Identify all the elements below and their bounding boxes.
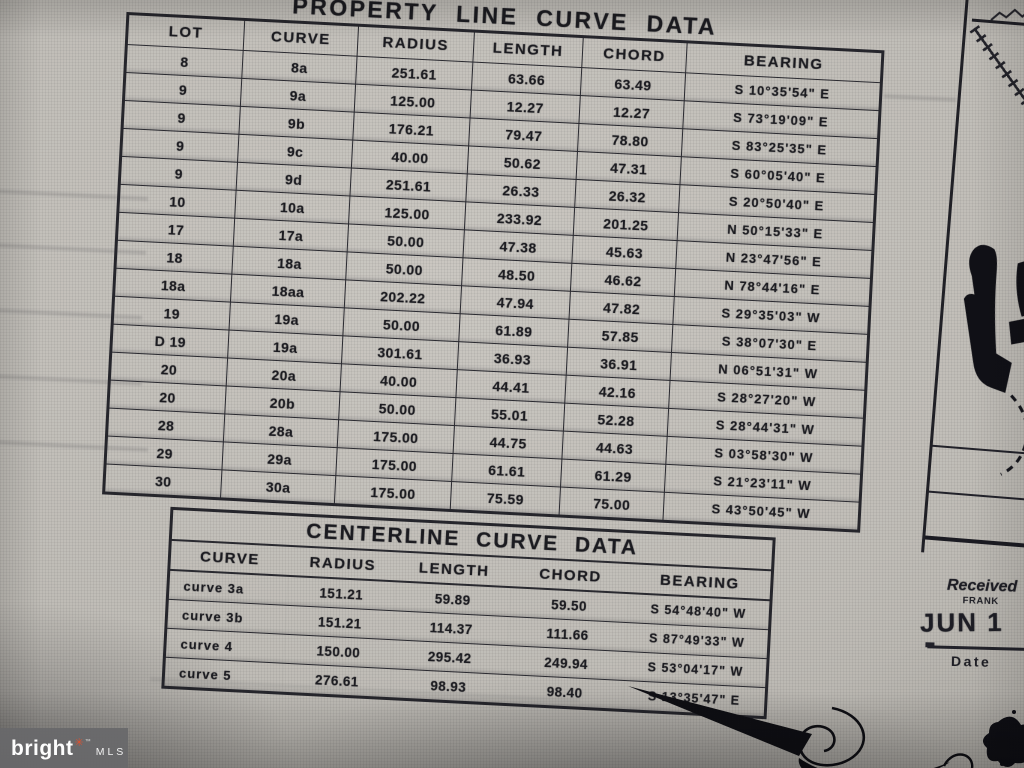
star-icon: ✳ (74, 736, 84, 749)
brand-wordmark: bright (11, 736, 74, 760)
received-stamp-block: Received FRANK JUN 1 Date (917, 576, 1024, 671)
received-label: Received (946, 576, 1018, 596)
plat-ornament-glyph (963, 244, 1024, 476)
property-line-curve-table: LOT CURVE RADIUS LENGTH CHORD BEARING 8 8a 251.6… (102, 11, 885, 533)
moire-streak (883, 94, 957, 102)
plat-document: PROPERTY LINE CURVE DATA LOT CURVE RADIUS L… (92, 0, 887, 724)
sheet-rule-line (928, 490, 1024, 504)
table-cell: 75.59 (450, 481, 561, 516)
bright-mls-watermark: bright ✳ ™ MLS (0, 728, 128, 768)
sheet-rule-line (925, 535, 1024, 550)
table-cell: 30a (220, 469, 336, 505)
table-cell: 75.00 (559, 487, 665, 522)
mls-label: MLS (95, 745, 127, 758)
date-received-stamp: JUN 1 (919, 606, 1004, 638)
trademark-symbol: ™ (84, 739, 91, 745)
boundary-hatch-line (969, 25, 1024, 175)
survey-scribble (990, 7, 1024, 21)
table-cell: 30 (103, 463, 222, 499)
date-label: Date (950, 652, 992, 670)
adjacent-sheet-fragment (921, 0, 1024, 563)
north-arrow-ornament (628, 686, 1024, 768)
table-cell: 175.00 (334, 475, 452, 511)
date-rule-line (927, 645, 1024, 651)
